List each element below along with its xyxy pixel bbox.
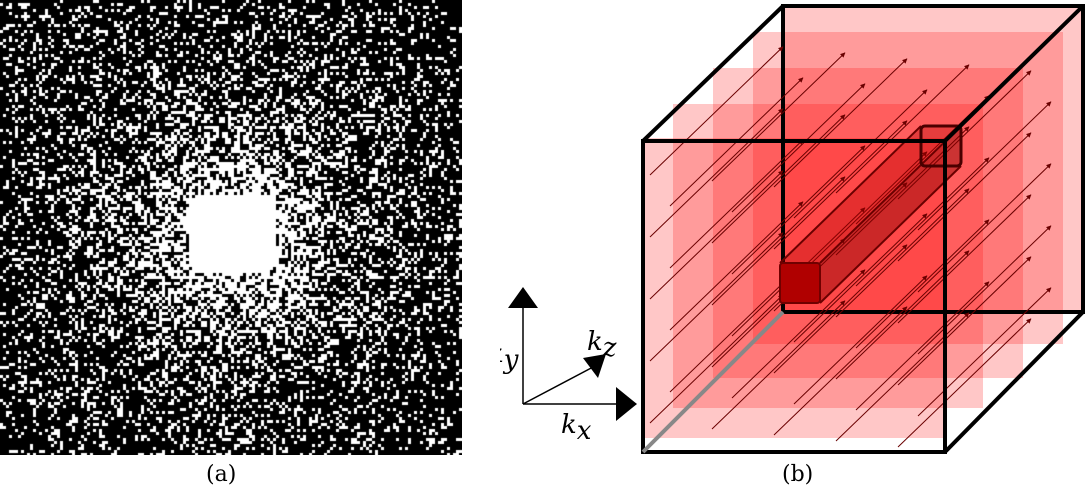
central-beam	[779, 124, 963, 304]
trajectory-arrow	[711, 114, 846, 244]
trajectory-arrow	[855, 219, 990, 349]
cube-edge-bl	[641, 310, 785, 454]
kz-axis-line	[522, 365, 596, 405]
sampling-mask-image	[0, 0, 462, 455]
trajectory-arrow	[773, 306, 908, 436]
trajectory-arrow	[897, 318, 1032, 448]
trajectory-arrow	[731, 83, 866, 213]
beam-top	[780, 126, 961, 263]
trajectory-arrow	[897, 132, 1032, 262]
caption-a: (a)	[206, 462, 237, 487]
trajectory-arrow	[731, 145, 866, 275]
trajectory-arrow	[897, 256, 1032, 386]
trajectory-arrow	[897, 70, 1032, 200]
trajectory-arrow	[649, 170, 784, 300]
beam-edge-1	[779, 125, 922, 264]
cube-front-face	[641, 139, 947, 454]
trajectory-arrow	[793, 213, 928, 343]
trajectory-arrow	[917, 101, 1052, 231]
trajectory-arrow	[669, 201, 804, 331]
trajectory-arrow	[649, 46, 784, 176]
trajectory-arrow	[711, 52, 846, 182]
trajectory-arrow	[731, 269, 866, 399]
cube-edge-tl	[641, 4, 785, 143]
caption-b: (b)	[782, 462, 814, 487]
trajectory-arrow	[793, 275, 928, 405]
beam-front-end	[779, 262, 821, 304]
trajectory-arrow	[649, 294, 784, 424]
kx-arrowhead	[616, 387, 637, 421]
axes: ky kx kz	[500, 287, 637, 446]
trajectory-arrow	[917, 287, 1052, 417]
trajectory-arrow	[793, 89, 928, 219]
trajectory-arrow	[669, 139, 804, 269]
trajectory-arrow	[917, 225, 1052, 355]
trajectory-arrow	[855, 157, 990, 287]
trajectory-arrow	[711, 176, 846, 306]
layer-3	[713, 68, 1023, 378]
trajectory-arrow	[773, 58, 908, 188]
ky-arrowhead	[508, 287, 538, 308]
beam-edge-2	[819, 125, 962, 264]
trajectory-arrow	[649, 232, 784, 362]
beam-side	[820, 126, 961, 303]
trajectory-arrow	[855, 281, 990, 411]
cube-edge-tr	[943, 4, 1085, 143]
trajectory-arrow	[897, 194, 1032, 324]
trajectory-arrow	[773, 244, 908, 374]
trajectory-arrow	[649, 108, 784, 238]
trajectory-arrow	[793, 151, 928, 281]
trajectory-arrow	[835, 64, 970, 194]
ky-label: ky	[500, 339, 519, 375]
trajectory-arrow	[711, 300, 846, 430]
kx-label: kx	[561, 410, 592, 446]
k-space-cube-diagram: ky kx kz	[500, 4, 1085, 454]
kz-arrowhead	[583, 354, 606, 378]
beam-edge-3	[819, 165, 962, 304]
beam-back-end	[919, 124, 963, 168]
kz-label: kz	[587, 327, 617, 363]
trajectory-arrow	[917, 163, 1052, 293]
cube-edge-br	[943, 310, 1085, 454]
